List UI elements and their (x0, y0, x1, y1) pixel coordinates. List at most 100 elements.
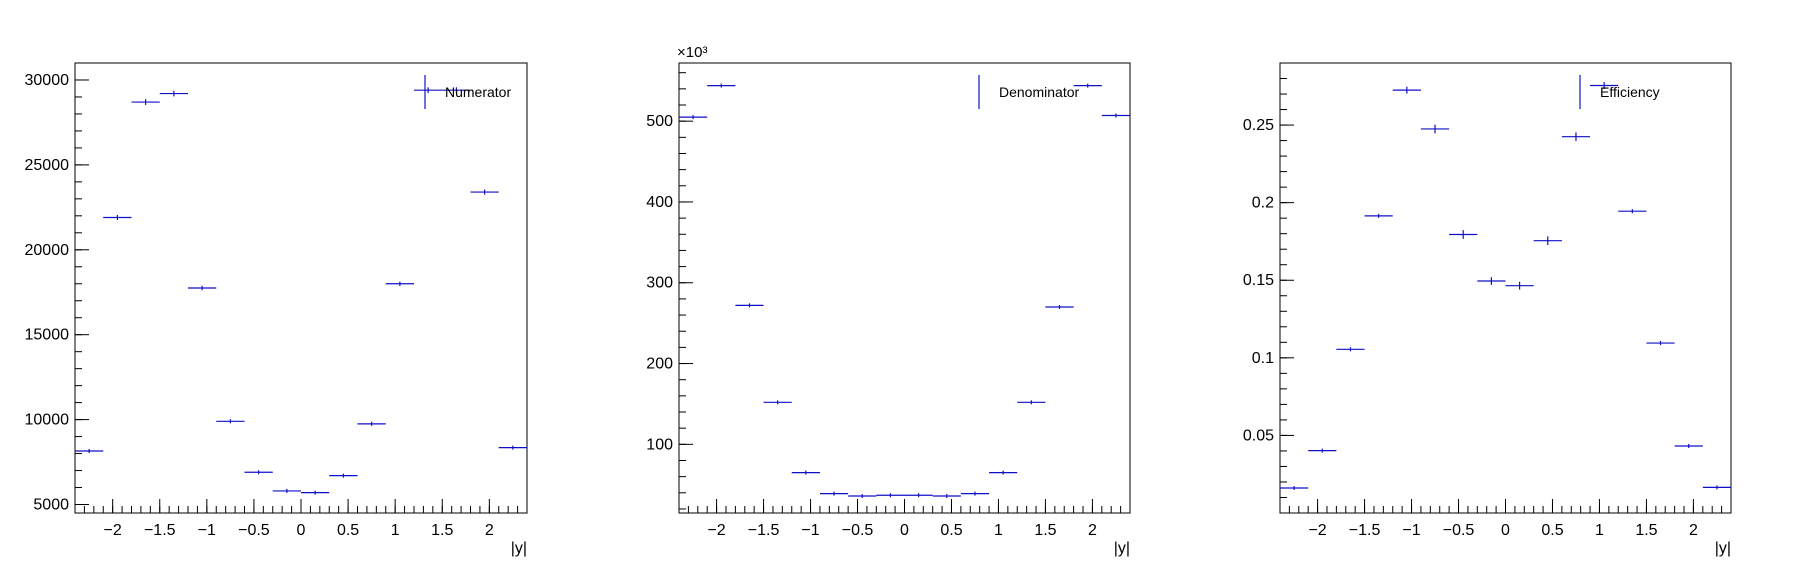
legend: Numerator (424, 75, 511, 109)
plot-frame (678, 62, 1131, 514)
data-point (1017, 400, 1046, 405)
x-tick-label: −2 (104, 522, 122, 539)
data-point (1533, 236, 1562, 246)
x-tick-label: −2 (707, 522, 725, 539)
y-tick-label: 300 (646, 275, 673, 292)
data-point (791, 470, 820, 475)
data-point (904, 493, 933, 498)
data-point (1280, 486, 1309, 491)
data-point (960, 491, 990, 496)
x-tick-label: −0.5 (238, 522, 270, 539)
data-point (707, 83, 736, 88)
y-tick-label: 15000 (25, 327, 70, 344)
legend: Denominator (978, 75, 1079, 109)
data-point (272, 488, 301, 493)
x-tick-label: 1 (994, 522, 1003, 539)
y-tick-label: 100 (646, 436, 673, 453)
x-tick-label: −1 (198, 522, 216, 539)
x-tick-label: 0.5 (940, 522, 962, 539)
y-tick-label: 0.1 (1252, 350, 1274, 367)
plot-frame (1279, 62, 1732, 514)
data-point (735, 303, 764, 308)
y-tick-label: 30000 (25, 72, 70, 89)
data-point (216, 419, 245, 424)
data-point (131, 99, 160, 105)
x-tick-label: 0 (900, 522, 909, 539)
y-tick-label: 200 (646, 356, 673, 373)
x-tick-label: −1.5 (1349, 522, 1381, 539)
x-tick-label: −1.5 (144, 522, 176, 539)
y-tick-label: 20000 (25, 242, 70, 259)
data-point (932, 494, 961, 499)
data-point (1702, 485, 1731, 490)
y-tick-label: 400 (646, 194, 673, 211)
data-point (414, 87, 443, 94)
x-tick-label: 1.5 (1635, 522, 1657, 539)
data-point (188, 285, 217, 291)
x-tick-label: 0 (297, 522, 306, 539)
data-point (763, 400, 792, 405)
y-tick-label: 0.15 (1243, 272, 1274, 289)
data-point (470, 189, 499, 195)
data-point (357, 421, 386, 426)
data-point (442, 87, 471, 94)
data-point (75, 449, 104, 454)
x-tick-label: 2 (1088, 522, 1097, 539)
data-point (385, 281, 414, 286)
data-point (103, 214, 132, 221)
efficiency-panel: −2 −1.5 −1 −0.5 0 0.5 1 1.5 2 0.05 0.1 0.15 0.2 0.25 |… (1243, 62, 1732, 557)
legend-label: Numerator (445, 84, 511, 100)
x-axis-label: |y| (1715, 540, 1731, 557)
y-tick-label: 0.2 (1252, 195, 1274, 212)
data-point (1336, 347, 1365, 352)
y-tick-label: 25000 (25, 157, 70, 174)
y-multiplier-label: ×10³ (677, 44, 707, 61)
data-point (1618, 209, 1647, 214)
data-point (989, 470, 1018, 475)
x-tick-label: 0.5 (1541, 522, 1563, 539)
x-tick-label: 0 (1501, 522, 1510, 539)
plot-frame (74, 62, 528, 514)
x-tick-label: 1.5 (431, 522, 453, 539)
x-tick-label: −1.5 (748, 522, 780, 539)
numerator-panel: −2 −1.5 −1 −0.5 0 0.5 1 1.5 25000100001500020000… (25, 62, 528, 557)
data-point (1590, 82, 1619, 89)
data-point (1392, 86, 1421, 94)
denominator-panel: −2 −1.5 −1 −0.5 0 0.5 1 1.5 2 100 200 300 400 500 |y| ×… (646, 44, 1131, 557)
x-tick-label: 2 (1689, 522, 1698, 539)
y-tick-label: 5000 (33, 497, 69, 514)
x-tick-label: 2 (485, 522, 494, 539)
x-tick-label: −2 (1308, 522, 1326, 539)
x-tick-label: −0.5 (842, 522, 874, 539)
data-point (1073, 83, 1102, 88)
data-point (1561, 132, 1591, 142)
data-point (1477, 277, 1506, 285)
data-point (819, 491, 849, 496)
data-point (1364, 213, 1393, 218)
data-point (679, 115, 708, 120)
x-tick-label: 1 (391, 522, 400, 539)
x-tick-label: −1 (1402, 522, 1420, 539)
data-point (1101, 113, 1130, 118)
data-point (1449, 230, 1478, 239)
x-tick-label: −0.5 (1443, 522, 1475, 539)
y-tick-label: 10000 (25, 412, 70, 429)
data-point (1308, 448, 1337, 453)
y-tick-label: 0.25 (1243, 117, 1274, 134)
legend: Efficiency (1579, 75, 1660, 109)
data-point (876, 493, 905, 498)
data-point (329, 473, 358, 478)
data-point (244, 470, 273, 475)
data-point (1420, 124, 1450, 134)
data-point (1674, 443, 1703, 448)
x-tick-label: 1.5 (1034, 522, 1056, 539)
legend-label: Denominator (999, 84, 1079, 100)
x-tick-label: 1 (1595, 522, 1604, 539)
data-point (1505, 281, 1534, 290)
legend-label: Efficiency (1600, 84, 1660, 100)
y-tick-label: 0.05 (1243, 427, 1274, 444)
x-tick-label: 0.5 (337, 522, 359, 539)
data-point (159, 90, 188, 97)
data-point (301, 490, 330, 495)
